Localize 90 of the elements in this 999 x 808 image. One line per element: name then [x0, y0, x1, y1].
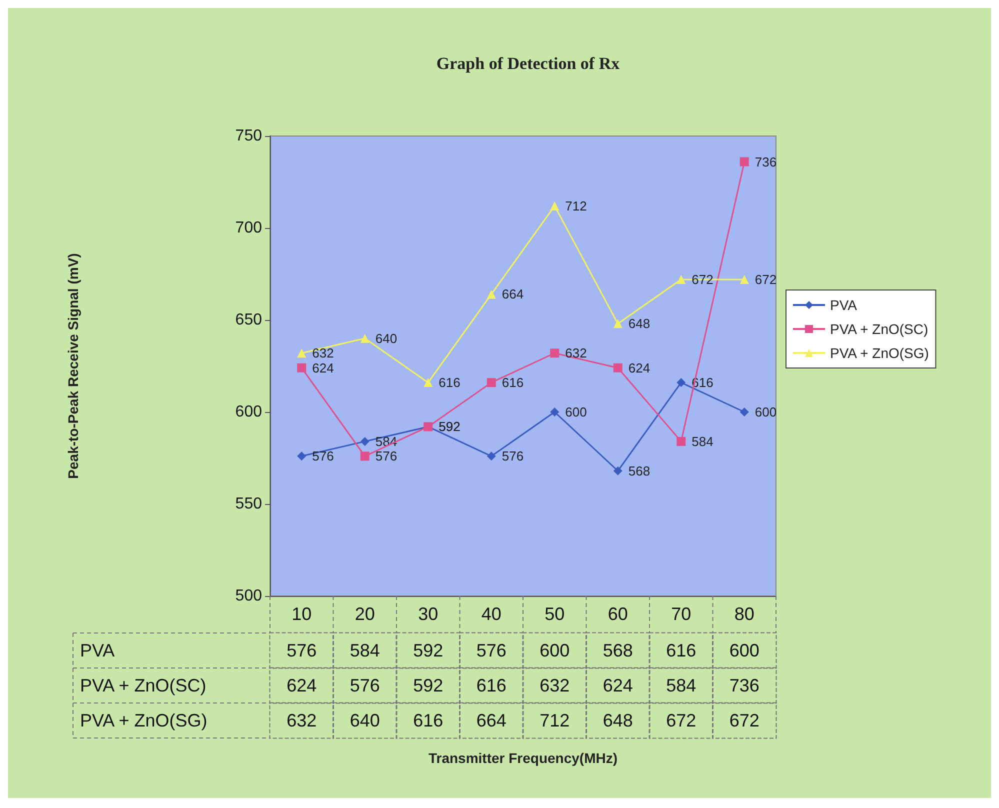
y-tick-label: 650: [235, 312, 262, 328]
data-label: 600: [540, 640, 570, 660]
point: [740, 408, 749, 416]
data-label: 600: [754, 404, 777, 420]
point: [550, 408, 560, 416]
y-tick-label: 750: [235, 128, 262, 144]
legend-label: PVA + ZnO(SC): [830, 321, 928, 337]
point: [424, 378, 433, 388]
point: [740, 275, 749, 284]
x-tick-label: 70: [671, 604, 692, 624]
point: [676, 275, 686, 284]
point: [486, 452, 496, 461]
data-label: 632: [286, 710, 317, 730]
x-axis-title: Transmitter Frequency(MHz): [428, 750, 618, 766]
data-label: 616: [438, 375, 460, 390]
data-label: 648: [628, 316, 650, 332]
data-label: 664: [502, 286, 524, 302]
chart-title: Graph of Detection of Rx: [436, 54, 620, 73]
point: [297, 348, 306, 358]
point: [676, 378, 686, 388]
data-label: 568: [628, 463, 650, 478]
data-label: 600: [729, 640, 760, 660]
data-label: 576: [375, 448, 398, 464]
x-tick-label: 20: [354, 604, 375, 624]
data-label: 616: [476, 676, 506, 696]
y-tick-label: PVA + ZnO(SG): [80, 710, 208, 730]
data-label: 712: [540, 710, 570, 730]
data-label: 600: [565, 404, 587, 420]
data-label: 616: [502, 375, 524, 390]
y-tick-label: PVA: [80, 640, 115, 660]
y-tick-label: PVA + ZnO(SC): [80, 676, 206, 696]
x-tick-label: 60: [608, 604, 628, 624]
data-label: 616: [413, 710, 444, 730]
data-label: 632: [540, 676, 570, 696]
data-label: 624: [286, 676, 317, 696]
point: [740, 157, 749, 166]
data-label: 672: [729, 710, 760, 730]
data-label: 632: [565, 346, 587, 361]
y-tick-label: 550: [235, 496, 262, 512]
data-label: 584: [350, 640, 380, 660]
data-label: 640: [350, 710, 380, 730]
data-label: 576: [312, 448, 334, 464]
x-tick-label: 80: [734, 604, 754, 624]
y-tick-label: 700: [235, 220, 262, 236]
point: [297, 452, 306, 461]
point: [613, 466, 622, 476]
data-label: 624: [628, 360, 650, 376]
data-label: 632: [312, 346, 334, 361]
point: [360, 452, 370, 461]
point: [297, 363, 306, 372]
data-label: 672: [754, 272, 777, 288]
y-tick-label: 600: [235, 404, 262, 420]
point: [613, 363, 622, 372]
data-label: 624: [312, 360, 334, 376]
point: [486, 290, 496, 299]
point: [550, 201, 560, 210]
data-label: 648: [602, 710, 633, 730]
data-label: 592: [438, 419, 460, 434]
x-tick-label: 10: [292, 604, 312, 624]
data-label: 576: [350, 676, 380, 696]
data-label: 624: [602, 676, 633, 696]
point: [550, 348, 560, 358]
legend-label: PVA + ZnO(SG): [830, 345, 929, 361]
data-label: 616: [692, 375, 714, 390]
data-label: 664: [476, 710, 506, 730]
data-label: 576: [476, 640, 506, 660]
data-label: 712: [565, 198, 587, 214]
y-axis-title: Peak-to-Peak Receive Signal (mV): [65, 253, 81, 479]
point: [486, 378, 496, 388]
data-label: 584: [666, 676, 696, 696]
x-tick-label: 30: [418, 604, 438, 624]
data-label: 616: [666, 640, 696, 660]
data-label: 584: [692, 434, 714, 449]
data-label: 576: [502, 448, 524, 464]
data-label: 592: [413, 676, 444, 696]
legend-label: PVA: [830, 297, 858, 313]
x-tick-label: 40: [481, 604, 502, 624]
data-label: 592: [413, 640, 444, 660]
data-label: 576: [286, 640, 317, 660]
y-tick-label: 500: [235, 588, 262, 604]
data-label: 672: [666, 710, 696, 730]
point: [613, 319, 622, 328]
data-label: 736: [754, 154, 777, 170]
point: [360, 334, 370, 343]
data-label: 568: [602, 640, 633, 660]
data-label: 640: [375, 330, 398, 346]
x-tick-label: 50: [544, 604, 565, 624]
point: [676, 436, 686, 446]
data-label: 736: [729, 676, 760, 696]
point: [360, 436, 370, 446]
